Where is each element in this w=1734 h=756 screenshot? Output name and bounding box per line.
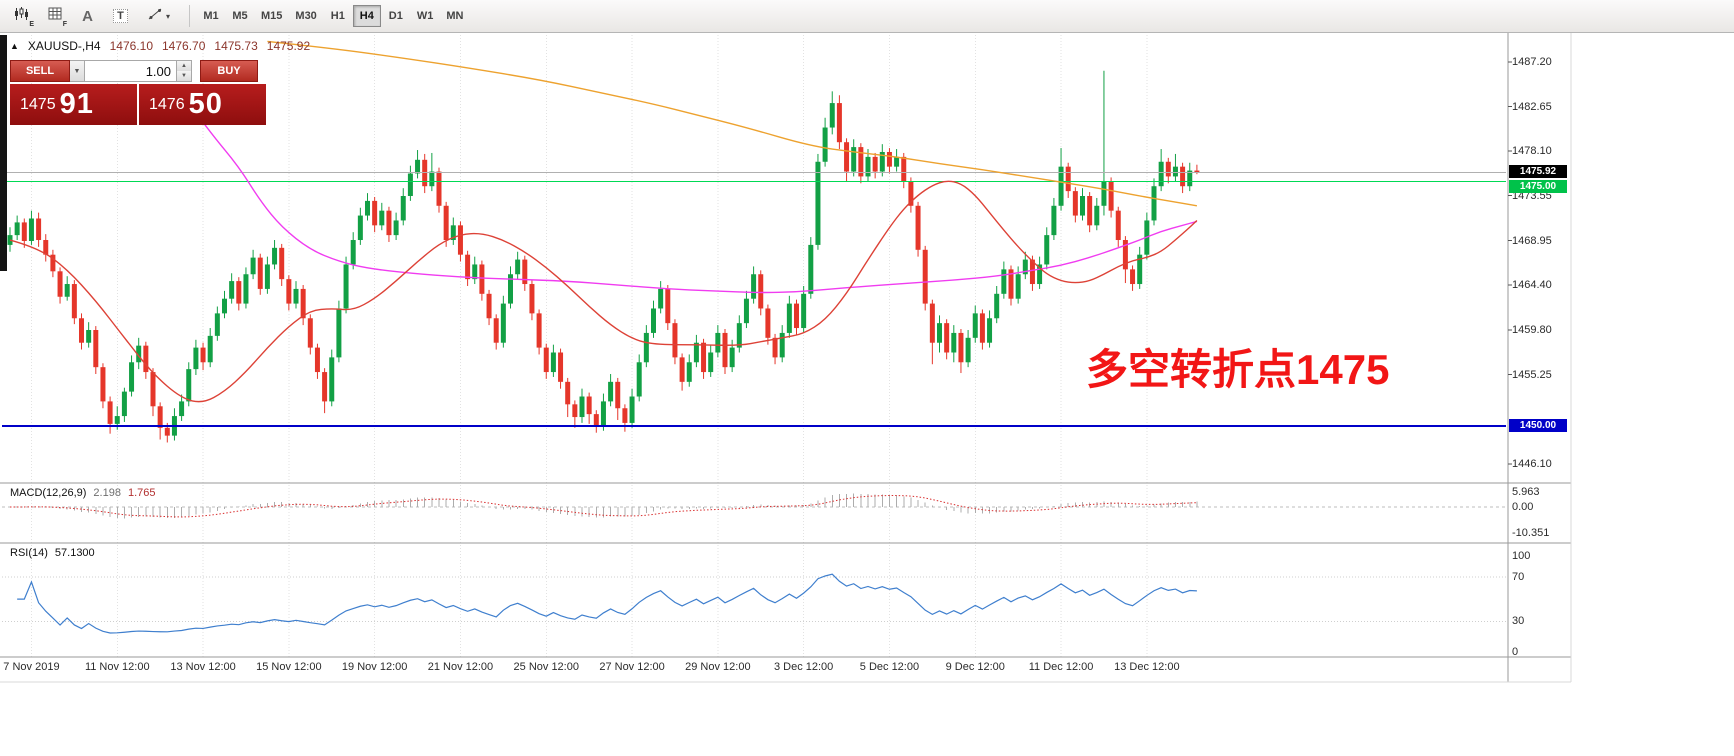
rsi-value: 57.1300 (54, 547, 95, 559)
time-axis-label: 5 Dec 12:00 (859, 661, 920, 673)
time-axis-label: 13 Dec 12:00 (1114, 661, 1180, 673)
macd-signal-value: 1.765 (127, 487, 156, 499)
letter-a-icon: A (82, 7, 93, 25)
timeframe-button-d1[interactable]: D1 (388, 10, 403, 22)
timeframe-button-m30[interactable]: M30 (295, 10, 317, 22)
ma-medium-line (188, 102, 1198, 294)
sell-price-fraction: 91 (59, 88, 94, 120)
ohlc-close: 1475.92 (266, 39, 311, 53)
time-axis-label: 15 Nov 12:00 (256, 661, 322, 673)
price-scale-label: 1459.80 (1512, 323, 1552, 336)
time-axis-label: 13 Nov 12:00 (170, 661, 236, 673)
macd-scale-label: 0.00 (1512, 501, 1534, 513)
horizontal-line-objects (2, 171, 1506, 427)
sell-price-main: 1475 (20, 95, 56, 113)
left-edge-object (0, 35, 7, 271)
timeframe-button-w1[interactable]: W1 (416, 10, 434, 22)
price-scale-label: 1487.20 (1512, 56, 1552, 68)
timeframe-button-h1[interactable]: H1 (330, 10, 345, 22)
time-axis-label: 25 Nov 12:00 (513, 661, 579, 673)
cycle-lines-icon (148, 7, 163, 26)
price-scale-label: 1478.10 (1512, 145, 1552, 157)
price-scale-area[interactable] (1508, 33, 1570, 657)
macd-scale-label: -10.351 (1512, 527, 1550, 540)
macd-scale-label: 5.963 (1512, 485, 1540, 498)
rsi-scale-label: 70 (1512, 570, 1525, 583)
macd-label: MACD(12,26,9) 2.198 1.765 (10, 487, 155, 499)
panel-separators (0, 33, 1572, 683)
time-axis-label: 27 Nov 12:00 (599, 661, 665, 673)
rsi-scale-label: 30 (1512, 615, 1525, 628)
one-click-trade-panel: SELL ▼ 1.00 ▲ ▼ BUY 1475 91 1476 50 (10, 60, 266, 125)
tool-sub-label: E (29, 21, 34, 28)
timeframe-button-m1[interactable]: M1 (203, 10, 219, 22)
grid-button[interactable]: F (39, 3, 70, 29)
macd-panel (2, 493, 1506, 519)
time-axis-label: 11 Dec 12:00 (1028, 661, 1094, 673)
price-scale-label: 1482.65 (1512, 100, 1552, 113)
time-axis-label: 3 Dec 12:00 (773, 661, 834, 673)
buy-price-fraction: 50 (188, 88, 223, 120)
time-axis-label: 29 Nov 12:00 (685, 661, 751, 673)
grid-lines (30, 35, 1148, 657)
toolbar: E F A T ▾ M1 M5 M15 M30 H1 H4 D1 W1 MN (0, 0, 1734, 33)
cycle-lines-button[interactable]: ▾ (138, 3, 180, 29)
current-price-tag: 1475.92 (1509, 165, 1567, 179)
grid-icon (48, 7, 62, 25)
volume-dropdown-button[interactable]: ▼ (70, 60, 85, 82)
tool-sub-label: F (62, 21, 67, 28)
label-tool-button[interactable]: A (72, 3, 103, 29)
macd-name: MACD(12,26,9) (10, 487, 87, 499)
time-axis-label: 19 Nov 12:00 (341, 661, 408, 673)
sell-button[interactable]: SELL (10, 60, 70, 82)
buy-button[interactable]: BUY (200, 60, 258, 82)
rsi-panel (2, 573, 1506, 634)
level-price-tag: 1450.00 (1509, 418, 1567, 432)
buy-price-main: 1476 (149, 95, 185, 113)
buy-price-box[interactable]: 1476 50 (139, 84, 266, 125)
toolbar-separator (189, 5, 190, 27)
ohlc-high: 1476.70 (162, 39, 206, 53)
rsi-name: RSI(14) (10, 547, 48, 559)
volume-input[interactable]: 1.00 (85, 60, 177, 82)
time-axis-label: 7 Nov 2019 (3, 661, 60, 673)
price-scale-label: 1468.95 (1512, 234, 1552, 247)
timeframe-group: M1 M5 M15 M30 H1 H4 D1 W1 MN (197, 5, 470, 27)
timeframe-button-m15[interactable]: M15 (261, 10, 283, 22)
price-scale-label: 1446.10 (1512, 457, 1552, 470)
timeframe-button-h4[interactable]: H4 (352, 5, 381, 27)
time-axis-label: 9 Dec 12:00 (945, 661, 1005, 673)
rsi-label: RSI(14) 57.1300 (10, 547, 95, 559)
price-scale-label: 1455.25 (1512, 368, 1552, 381)
text-tool-icon: T (113, 9, 128, 23)
chart-annotation-text: 多空转折点1475 (1086, 346, 1390, 393)
ohlc-low: 1475.73 (214, 39, 258, 53)
candlestick-chart-icon (14, 6, 29, 26)
candles-series[interactable] (7, 70, 1200, 443)
ma-slow-line (267, 40, 1198, 207)
price-scale-label: 1464.40 (1512, 279, 1552, 291)
macd-main-value: 2.198 (93, 487, 121, 499)
volume-stepper[interactable]: ▲ ▼ (177, 60, 192, 82)
stepper-up-icon[interactable]: ▲ (177, 61, 191, 71)
level-price-tag: 1475.00 (1509, 180, 1567, 194)
sell-price-box[interactable]: 1475 91 (10, 84, 137, 125)
time-axis-label: 21 Nov 12:00 (427, 661, 494, 673)
symbol-period-label: XAUUSD-,H4 (27, 39, 101, 53)
timeframe-button-mn[interactable]: MN (446, 10, 464, 22)
chart-title: ▲ XAUUSD-,H4 1476.10 1476.70 1475.73 147… (10, 39, 310, 53)
ma-fast-line (9, 180, 1198, 403)
collapse-triangle-icon[interactable]: ▲ (10, 41, 19, 51)
rsi-scale-label: 100 (1512, 550, 1531, 562)
chart-template-button[interactable]: E (6, 3, 37, 29)
dropdown-arrow-icon: ▾ (165, 11, 170, 21)
timeframe-button-m5[interactable]: M5 (232, 10, 248, 22)
chart-canvas[interactable] (0, 33, 1734, 756)
rsi-scale-label: 0 (1512, 646, 1519, 658)
ohlc-open: 1476.10 (109, 39, 153, 53)
stepper-down-icon[interactable]: ▼ (177, 71, 191, 81)
text-tool-button[interactable]: T (105, 3, 136, 29)
time-axis-label: 11 Nov 12:00 (84, 661, 150, 673)
